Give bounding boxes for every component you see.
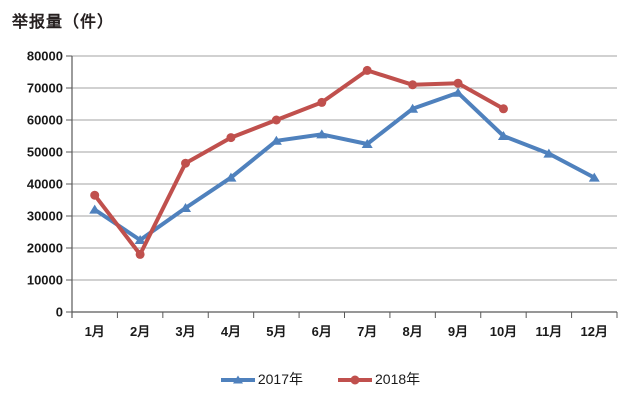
chart-title: 举报量（件） (12, 14, 115, 31)
gridlines (72, 55, 617, 281)
circle-marker-icon (135, 249, 145, 259)
triangle-marker-icon (588, 172, 600, 182)
series-2018年 (90, 65, 508, 259)
y-tick-label: 10000 (27, 273, 63, 288)
y-tick-label: 20000 (27, 241, 63, 256)
y-tick-label: 80000 (27, 49, 63, 64)
y-tick-label: 50000 (27, 145, 63, 160)
y-axis: 0 10000 20000 30000 40000 50000 60000 70000 8000… (27, 49, 73, 320)
circle-marker-icon (271, 115, 281, 125)
y-tick-label: 30000 (27, 209, 63, 224)
y-tick-label: 60000 (27, 113, 63, 128)
x-tick-label: 10月 (490, 324, 517, 339)
legend: 2017年 2018年 (0, 369, 640, 389)
triangle-marker-icon (452, 87, 464, 97)
legend-label: 2017年 (257, 371, 303, 387)
series-2017年 (89, 87, 600, 244)
legend-key-icon (220, 375, 255, 384)
legend-item-2018年: 2018年 (337, 369, 420, 389)
x-tick-label: 7月 (357, 324, 377, 339)
triangle-marker-icon (497, 131, 509, 140)
x-tick-label: 9月 (448, 324, 468, 339)
x-tick-label: 11月 (536, 324, 563, 339)
triangle-marker-icon (270, 135, 282, 145)
triangle-marker-icon (316, 129, 328, 139)
circle-marker-icon (408, 80, 418, 90)
series-line-2018年 (93, 68, 505, 257)
circle-marker-icon (362, 65, 372, 75)
x-tick-label: 3月 (175, 324, 195, 339)
circle-marker-icon (90, 190, 100, 200)
triangle-marker-icon (225, 172, 237, 182)
circle-marker-icon (181, 158, 191, 168)
x-tick-label: 8月 (403, 324, 423, 339)
circle-marker-icon (498, 104, 508, 114)
x-tick-label: 5月 (266, 324, 286, 339)
legend-label: 2018年 (375, 371, 421, 387)
circle-marker-icon (226, 133, 236, 143)
x-tick-label: 1月 (85, 324, 105, 339)
triangle-marker-icon (407, 103, 419, 113)
triangle-marker-icon (361, 139, 373, 148)
legend-item-2017年: 2017年 (220, 369, 303, 389)
triangle-marker-icon (134, 235, 146, 244)
series-line-2017年 (93, 90, 596, 242)
legend-key-icon (338, 375, 372, 385)
y-tick-label: 70000 (27, 81, 63, 96)
x-tick-label: 6月 (312, 324, 332, 339)
y-tick-label: 0 (56, 305, 63, 320)
x-tick-label: 2月 (130, 324, 150, 339)
x-tick-label: 4月 (221, 324, 241, 339)
y-tick-label: 40000 (27, 177, 63, 192)
x-tick-label: 12月 (581, 324, 608, 339)
circle-marker-icon (317, 97, 327, 107)
triangle-marker-icon (89, 204, 101, 214)
triangle-marker-icon (543, 148, 555, 158)
x-axis: 1月 2月 3月 4月 5月 6月 7月 8月 9月 10月 11月 12月 (71, 311, 618, 339)
circle-marker-icon (453, 78, 463, 88)
triangle-marker-icon (180, 203, 192, 212)
